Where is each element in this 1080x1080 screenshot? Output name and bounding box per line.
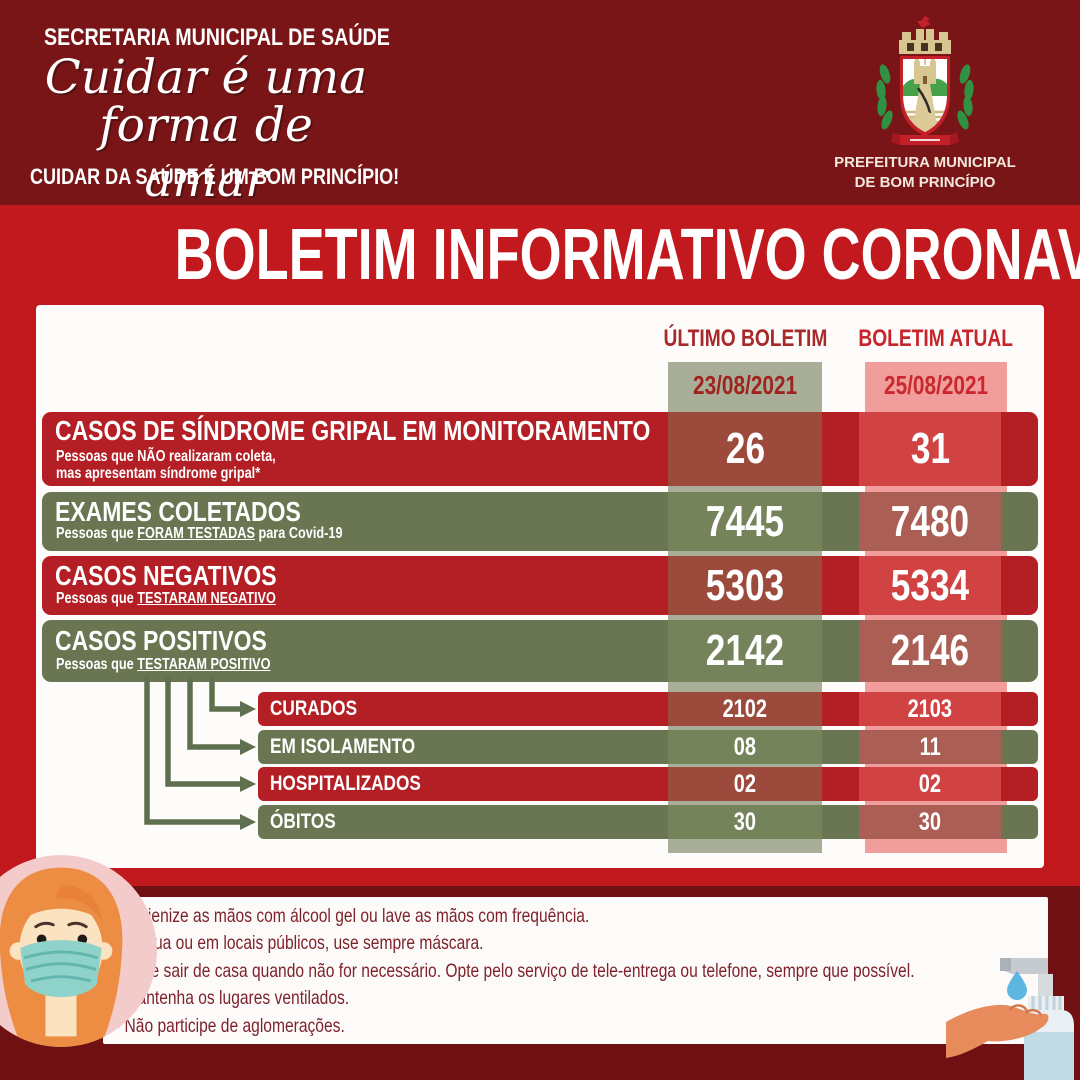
date-current: 25/08/2021 [883, 369, 989, 400]
value-current: 31 [859, 412, 1001, 486]
row-subtitle: Pessoas que TESTARAM NEGATIVO [56, 590, 276, 607]
subrow-obitos: ÓBITOS 30 30 [258, 805, 1038, 839]
row-title: EXAMES COLETADOS [55, 496, 301, 527]
column-header-current: BOLETIM ATUAL [858, 325, 1014, 352]
masked-woman-illustration [0, 854, 158, 1048]
tip-item: - Higienize as mãos com álcool gel ou la… [115, 905, 590, 927]
value-current: 2146 [859, 620, 1001, 682]
script-tagline-line1: Cuidar é uma [44, 50, 368, 105]
tip-item: - Na rua ou em locais públicos, use semp… [115, 932, 484, 955]
crest-caption-line1: PREFEITURA MUNICIPAL [834, 154, 1016, 171]
tips-panel: - Higienize as mãos com álcool gel ou la… [103, 897, 1048, 1044]
value-current: 5334 [859, 556, 1001, 615]
header: SECRETARIA MUNICIPAL DE SAÚDE Cuidar é u… [0, 0, 1080, 208]
stat-row-casos-positivos: CASOS POSITIVOS Pessoas que TESTARAM POS… [42, 620, 1038, 682]
stats-panel: ÚLTIMO BOLETIM BOLETIM ATUAL 23/08/2021 … [36, 305, 1044, 868]
crest-caption-line2: DE BOM PRINCÍPIO [854, 174, 996, 191]
subrow-title: CURADOS [270, 697, 358, 720]
value-current: 7480 [859, 492, 1001, 551]
footer-section: - Higienize as mãos com álcool gel ou la… [0, 886, 1080, 1080]
value-current: 30 [859, 805, 1001, 839]
page-title: BOLETIM INFORMATIVO CORONAVÍRUS [174, 215, 1080, 295]
stat-row-casos-negativos: CASOS NEGATIVOS Pessoas que TESTARAM NEG… [42, 556, 1038, 615]
row-subtitle: Pessoas que FORAM TESTADAS para Covid-19 [56, 525, 343, 542]
subrow-hospitalizados: HOSPITALIZADOS 02 02 [258, 767, 1038, 801]
slogan: CUIDAR DA SAÚDE É UM BOM PRINCÍPIO! [30, 164, 400, 189]
value-current: 02 [859, 767, 1001, 801]
value-previous: 2102 [668, 692, 822, 726]
breakdown-arrows-icon [144, 677, 256, 830]
date-previous: 23/08/2021 [692, 369, 798, 400]
value-previous: 2142 [668, 620, 822, 682]
row-subtitle: Pessoas que NÃO realizaram coleta, mas a… [56, 448, 276, 482]
subrow-title: HOSPITALIZADOS [270, 772, 421, 795]
org-name: SECRETARIA MUNICIPAL DE SAÚDE [44, 24, 390, 51]
column-header-previous: ÚLTIMO BOLETIM [663, 325, 828, 352]
subrow-title: ÓBITOS [270, 810, 336, 833]
subrow-em-isolamento: EM ISOLAMENTO 08 11 [258, 730, 1038, 764]
row-title: CASOS POSITIVOS [55, 625, 267, 656]
value-previous: 08 [668, 730, 822, 764]
tips-list: - Higienize as mãos com álcool gel ou la… [115, 903, 1048, 1044]
tip-item: - Não participe de aglomerações. [115, 1014, 345, 1037]
stat-row-exames-coletados: EXAMES COLETADOS Pessoas que FORAM TESTA… [42, 492, 1038, 551]
tip-item: - Evite sair de casa quando não for nece… [115, 959, 915, 982]
subrow-curados: CURADOS 2102 2103 [258, 692, 1038, 726]
script-tagline-line2: forma de amar [99, 98, 313, 208]
stat-row-sindrome-gripal: CASOS DE SÍNDROME GRIPAL EM MONITORAMENT… [42, 412, 1038, 486]
value-current: 2103 [859, 692, 1001, 726]
hand-sanitizer-illustration [946, 958, 1074, 1080]
row-title: CASOS DE SÍNDROME GRIPAL EM MONITORAMENT… [55, 415, 651, 446]
value-previous: 02 [668, 767, 822, 801]
subrow-title: EM ISOLAMENTO [270, 735, 416, 758]
value-current: 11 [859, 730, 1001, 764]
value-previous: 5303 [668, 556, 822, 615]
tip-item: - Mantenha os lugares ventilados. [115, 987, 350, 1010]
tip-item: - Ajude na fiscalização. [115, 1040, 915, 1044]
value-previous: 26 [668, 412, 822, 486]
body-section: BOLETIM INFORMATIVO CORONAVÍRUS ÚLTIMO B… [0, 205, 1080, 886]
value-previous: 7445 [668, 492, 822, 551]
value-previous: 30 [668, 805, 822, 839]
city-crest-logo [876, 16, 974, 145]
row-title: CASOS NEGATIVOS [55, 560, 277, 591]
row-subtitle: Pessoas que TESTARAM POSITIVO [56, 656, 271, 673]
